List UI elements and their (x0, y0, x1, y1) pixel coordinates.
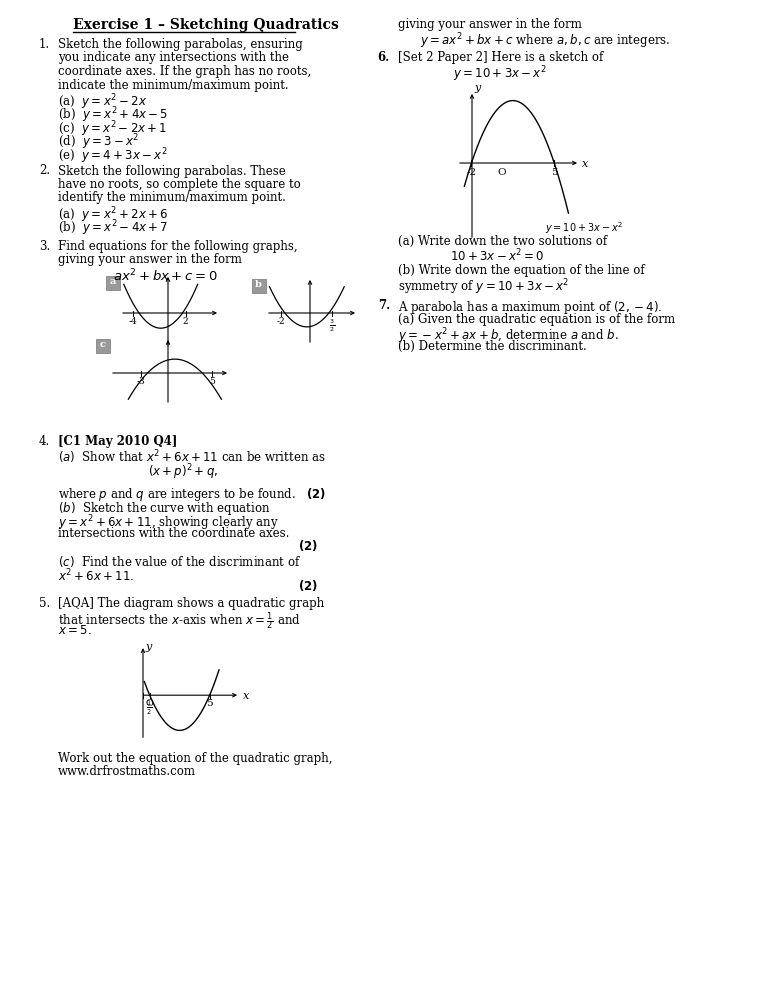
Text: $ax^2 + bx + c = 0$: $ax^2 + bx + c = 0$ (113, 268, 217, 284)
Text: $x = 5.$: $x = 5.$ (58, 624, 91, 637)
Text: x: x (243, 691, 250, 701)
Text: (a)  $y = x^2 + 2x + 6$: (a) $y = x^2 + 2x + 6$ (58, 205, 168, 225)
Text: 5: 5 (207, 699, 213, 708)
Text: you indicate any intersections with the: you indicate any intersections with the (58, 52, 289, 65)
Text: $y = -x^2 + ax + b$, determine $a$ and $b$.: $y = -x^2 + ax + b$, determine $a$ and $… (398, 326, 619, 346)
Text: (a)  $y = x^2 - 2x$: (a) $y = x^2 - 2x$ (58, 92, 147, 111)
Text: where $p$ and $q$ are integers to be found.   $\mathbf{(2)}$: where $p$ and $q$ are integers to be fou… (58, 486, 326, 503)
Text: coordinate axes. If the graph has no roots,: coordinate axes. If the graph has no roo… (58, 65, 311, 78)
Text: giving your answer in the form: giving your answer in the form (58, 253, 242, 266)
FancyBboxPatch shape (95, 339, 110, 353)
Text: (b)  $y = x^2 - 4x + 7$: (b) $y = x^2 - 4x + 7$ (58, 219, 168, 239)
Text: -2: -2 (276, 317, 286, 326)
Text: (e)  $y = 4 + 3x - x^2$: (e) $y = 4 + 3x - x^2$ (58, 146, 167, 166)
Text: symmetry of $y = 10 + 3x - x^2$: symmetry of $y = 10 + 3x - x^2$ (398, 277, 569, 296)
Text: 2.: 2. (39, 164, 50, 178)
Text: 5: 5 (210, 377, 215, 386)
Text: (d)  $y = 3 - x^2$: (d) $y = 3 - x^2$ (58, 132, 140, 152)
Text: identify the minimum/maximum point.: identify the minimum/maximum point. (58, 192, 286, 205)
Text: indicate the minimum/maximum point.: indicate the minimum/maximum point. (58, 79, 289, 91)
Text: have no roots, so complete the square to: have no roots, so complete the square to (58, 178, 301, 191)
Text: [AQA] The diagram shows a quadratic graph: [AQA] The diagram shows a quadratic grap… (58, 597, 324, 610)
Text: $\frac{1}{2}$: $\frac{1}{2}$ (147, 699, 153, 718)
Text: O: O (145, 699, 153, 708)
FancyBboxPatch shape (105, 275, 120, 289)
Text: $y = ax^2 + bx + c$ where $a, b, c$ are integers.: $y = ax^2 + bx + c$ where $a, b, c$ are … (420, 32, 670, 51)
Text: (b) Write down the equation of the line of: (b) Write down the equation of the line … (398, 263, 644, 276)
Text: www.drfrostmaths.com: www.drfrostmaths.com (58, 765, 196, 778)
Text: A parabola has a maximum point of $(2, -4).$: A parabola has a maximum point of $(2, -… (398, 299, 662, 316)
Text: intersections with the coordinate axes.: intersections with the coordinate axes. (58, 527, 290, 540)
Text: Exercise 1 – Sketching Quadratics: Exercise 1 – Sketching Quadratics (73, 18, 339, 32)
Text: $10 + 3x - x^2 = 0$: $10 + 3x - x^2 = 0$ (450, 248, 545, 264)
Text: x: x (582, 159, 588, 169)
Text: Find equations for the following graphs,: Find equations for the following graphs, (58, 240, 298, 253)
Text: $\mathbf{(2)}$: $\mathbf{(2)}$ (298, 579, 318, 593)
Text: 6.: 6. (378, 51, 390, 64)
Text: Work out the equation of the quadratic graph,: Work out the equation of the quadratic g… (58, 752, 333, 765)
Text: -2: -2 (466, 168, 476, 177)
Text: 4.: 4. (38, 435, 50, 448)
Text: $y = 10 + 3x - x^2$: $y = 10 + 3x - x^2$ (453, 65, 547, 84)
Text: 2: 2 (183, 317, 188, 326)
Text: (b)  $y = x^2 + 4x - 5$: (b) $y = x^2 + 4x - 5$ (58, 105, 168, 125)
Text: (a) Write down the two solutions of: (a) Write down the two solutions of (398, 235, 607, 248)
Text: $\mathbf{(2)}$: $\mathbf{(2)}$ (298, 538, 318, 553)
Text: $(b)$  Sketch the curve with equation: $(b)$ Sketch the curve with equation (58, 500, 270, 517)
Text: O: O (497, 168, 506, 177)
Text: 7.: 7. (378, 299, 390, 312)
Text: $(x + p)^2 + q,$: $(x + p)^2 + q,$ (148, 462, 218, 482)
Text: [Set 2 Paper 2] Here is a sketch of: [Set 2 Paper 2] Here is a sketch of (398, 51, 603, 64)
Text: 5: 5 (551, 168, 558, 177)
Text: Sketch the following parabolas. These: Sketch the following parabolas. These (58, 164, 286, 178)
Text: y: y (474, 83, 480, 93)
Text: -3: -3 (137, 377, 146, 386)
Text: a: a (109, 277, 116, 286)
Text: $x^2 + 6x + 11.$: $x^2 + 6x + 11.$ (58, 568, 134, 583)
Text: $(a)$  Show that $x^2 + 6x + 11$ can be written as: $(a)$ Show that $x^2 + 6x + 11$ can be w… (58, 448, 326, 466)
FancyBboxPatch shape (251, 278, 266, 292)
Text: (b) Determine the discriminant.: (b) Determine the discriminant. (398, 340, 587, 353)
Text: giving your answer in the form: giving your answer in the form (398, 18, 582, 31)
Text: 3.: 3. (38, 240, 50, 253)
Text: Sketch the following parabolas, ensuring: Sketch the following parabolas, ensuring (58, 38, 303, 51)
Text: [C1 May 2010 Q4]: [C1 May 2010 Q4] (58, 435, 177, 448)
Text: c: c (100, 340, 105, 349)
Text: $y=10+3x-x^2$: $y=10+3x-x^2$ (545, 221, 623, 237)
Text: -4: -4 (128, 317, 137, 326)
Text: 1.: 1. (39, 38, 50, 51)
Text: $y = x^2 + 6x + 11$, showing clearly any: $y = x^2 + 6x + 11$, showing clearly any (58, 513, 279, 533)
Text: b: b (255, 280, 262, 289)
Text: $\frac{3}{2}$: $\frac{3}{2}$ (329, 317, 335, 334)
Text: 5.: 5. (38, 597, 50, 610)
Text: (a) Given the quadratic equation is of the form: (a) Given the quadratic equation is of t… (398, 313, 675, 326)
Text: y: y (145, 642, 151, 652)
Text: $(c)$  Find the value of the discriminant of: $(c)$ Find the value of the discriminant… (58, 554, 302, 569)
Text: (c)  $y = x^2 - 2x + 1$: (c) $y = x^2 - 2x + 1$ (58, 119, 167, 138)
Text: that intersects the $x$-axis when $x = \frac{1}{2}$ and: that intersects the $x$-axis when $x = \… (58, 610, 301, 632)
